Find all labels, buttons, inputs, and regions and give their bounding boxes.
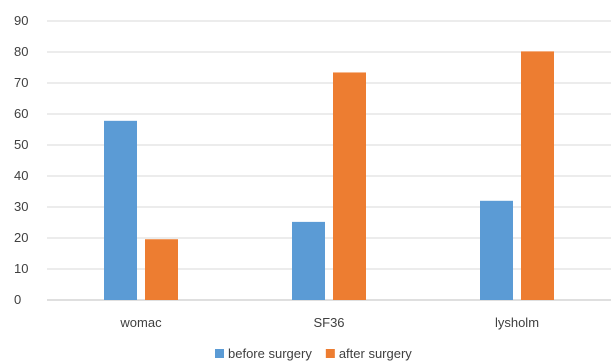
bar-after-SF36 <box>333 72 366 301</box>
bar-before-lysholm <box>480 200 513 300</box>
y-tick-label: 30 <box>14 199 28 214</box>
y-tick-label: 60 <box>14 106 28 121</box>
gridlines <box>47 20 611 301</box>
x-category-label: lysholm <box>495 315 539 330</box>
bar-before-SF36 <box>292 221 325 300</box>
y-axis-ticks: 0 10 20 30 40 50 60 70 80 90 <box>14 13 28 307</box>
legend-swatch <box>215 349 224 358</box>
y-tick-label: 90 <box>14 13 28 28</box>
bar-after-womac <box>145 239 178 300</box>
x-axis-categories: womac SF36 lysholm <box>119 315 539 330</box>
y-tick-label: 70 <box>14 75 28 90</box>
legend: before surgery after surgery <box>215 346 412 361</box>
y-tick-label: 40 <box>14 168 28 183</box>
legend-label: before surgery <box>228 346 312 361</box>
y-tick-label: 0 <box>14 292 21 307</box>
y-tick-label: 80 <box>14 44 28 59</box>
legend-label: after surgery <box>339 346 412 361</box>
x-category-label: SF36 <box>313 315 344 330</box>
x-category-label: womac <box>119 315 162 330</box>
legend-swatch <box>325 349 335 358</box>
bars <box>104 51 554 301</box>
y-tick-label: 20 <box>14 230 28 245</box>
bar-before-womac <box>104 120 137 300</box>
y-tick-label: 50 <box>14 137 28 152</box>
bar-after-lysholm <box>521 51 554 300</box>
y-tick-label: 10 <box>14 261 28 276</box>
